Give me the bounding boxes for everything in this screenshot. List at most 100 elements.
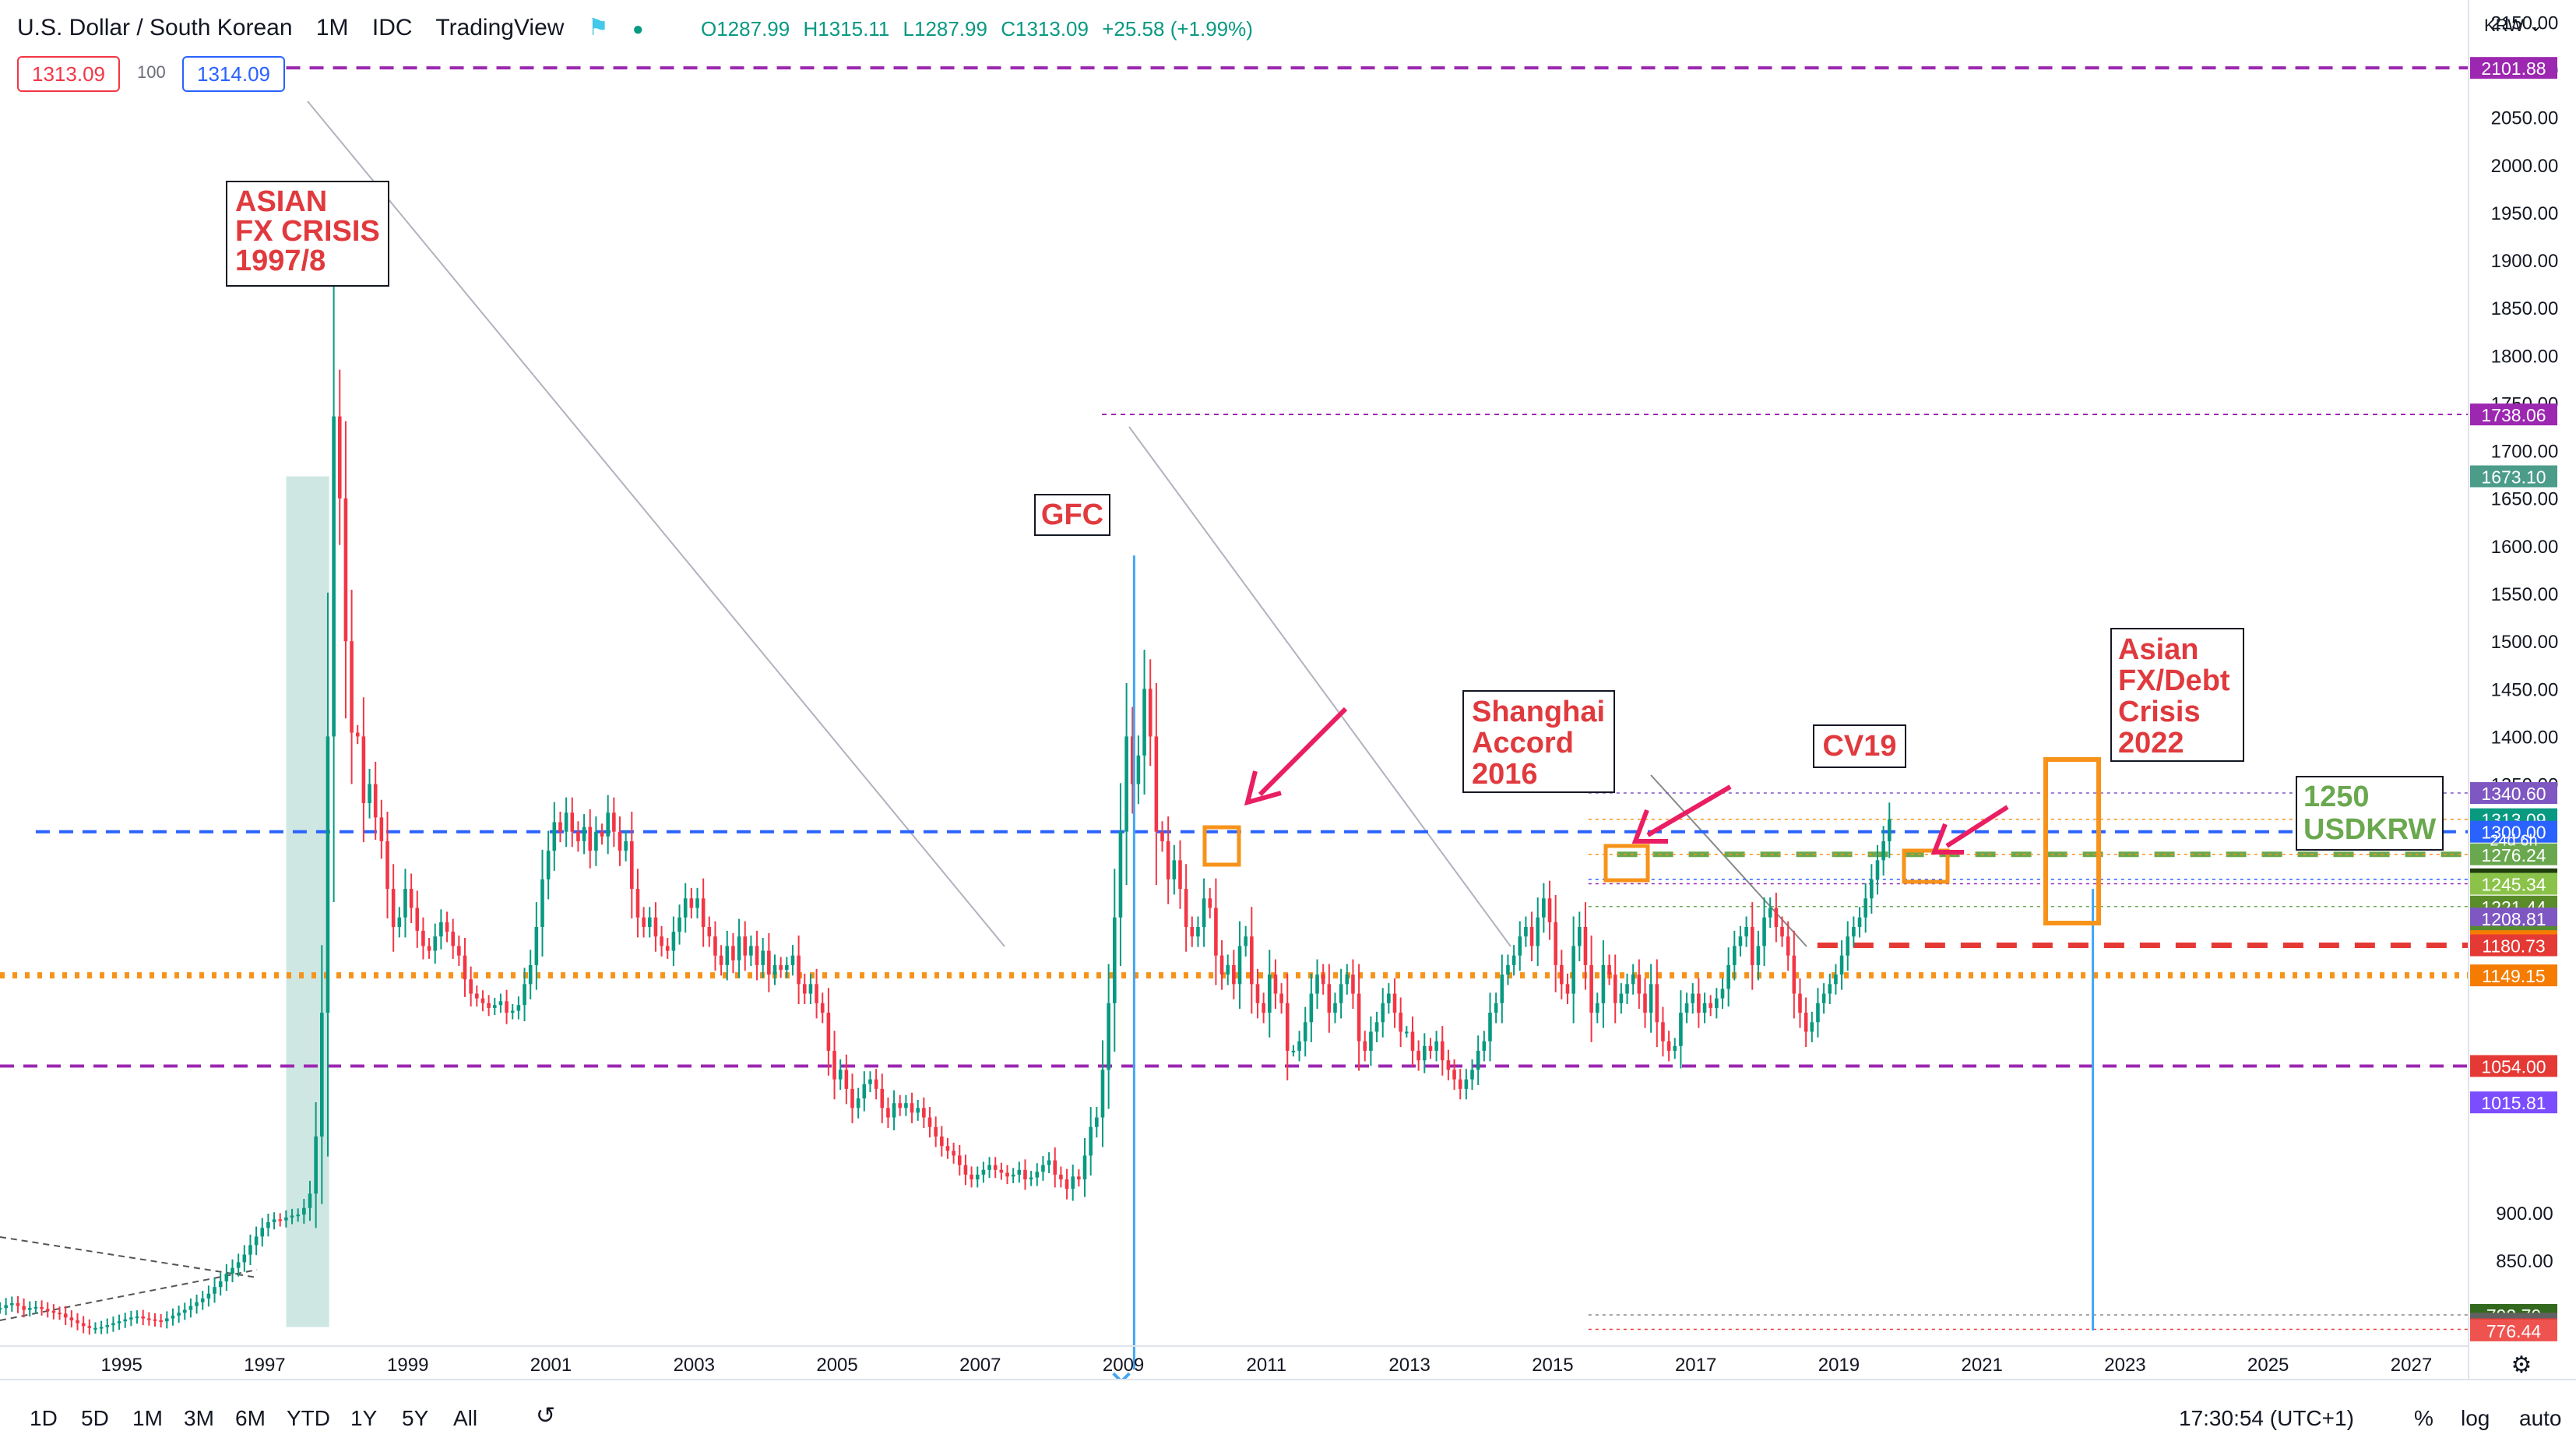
candle-body [922,1108,926,1118]
candle-body [177,1313,181,1316]
candle-body [1870,879,1874,899]
annotation-usdkrw[interactable]: 1250 USDKRW [2296,776,2444,851]
range-button-6m[interactable]: 6M [235,1406,266,1430]
candle-body [391,889,396,927]
range-button-5d[interactable]: 5D [81,1406,109,1430]
annotation-gfc[interactable]: GFC [1034,494,1110,536]
candle-body [1095,1117,1099,1127]
candle-body [904,1103,908,1108]
price-tag [2470,465,2557,488]
candle-body [284,1217,288,1221]
candle-body [445,922,449,932]
annotation-line: Accord [1472,727,1574,759]
flag-icon[interactable]: ⚑ [587,15,609,41]
candle-body [403,889,407,918]
candle-body [618,831,622,851]
candle-body [10,1302,14,1306]
candle-body [1100,1070,1105,1118]
candle-body [731,946,735,960]
candle-body [308,1193,312,1208]
buy-price-button[interactable]: 1314.09 [182,56,285,92]
candle-body [1351,974,1355,994]
candle-body [469,979,473,994]
symbol-title[interactable]: U.S. Dollar / South Korean 1M IDC Tradin… [17,14,661,41]
candle-body [677,917,681,932]
y-tick-label: 1450.00 [2491,679,2559,700]
range-button-1d[interactable]: 1D [30,1406,58,1430]
log-toggle[interactable]: log [2461,1406,2490,1430]
x-tick-label: 2001 [530,1355,572,1376]
range-button-5y[interactable]: 5Y [402,1406,429,1430]
range-button-1m[interactable]: 1M [132,1406,163,1430]
price-chart[interactable]: ✕ KRW ⌄2150.002100.002050.002000.001950.… [0,0,2576,1379]
candle-body [1279,993,1283,1003]
candle-body [1744,926,1748,937]
range-button-3m[interactable]: 3M [184,1406,214,1430]
candle-body [1381,1003,1385,1023]
candle-body [1178,860,1182,890]
candle-body [1005,1172,1009,1177]
candle-body [1500,974,1504,1003]
candle-body [1309,993,1314,1023]
range-button-1y[interactable]: 1Y [350,1406,378,1430]
candle-body [254,1236,259,1246]
interval[interactable]: 1M [315,15,349,41]
candle-body [1554,922,1557,965]
auto-toggle[interactable]: auto [2519,1406,2562,1430]
candle-body [231,1267,234,1274]
candle-body [1071,1176,1075,1189]
candle-body [940,1136,944,1147]
sell-price-button[interactable]: 1313.09 [17,56,120,92]
time-axis[interactable]: 1995 1997 1999 2001 2003 2005 2007 2009 2011 2013… [101,1352,2532,1378]
candle-body [1589,964,1593,1013]
y-tick-label: 900.00 [2496,1204,2553,1225]
x-tick-label: 2011 [1247,1355,1287,1376]
x-tick-label: 2027 [2391,1355,2432,1376]
candle-body [1691,993,1695,1003]
candle-body [576,831,580,841]
range-button-all[interactable]: All [453,1406,478,1430]
candle-body [224,1274,229,1281]
candle-body [534,926,539,965]
x-tick-label: 2025 [2247,1355,2289,1376]
candle-body [1619,993,1624,1003]
percent-toggle[interactable]: % [2414,1406,2433,1430]
candle-body [1733,946,1737,965]
candle-body [343,498,348,642]
price-tag-label: 1276.24 [2481,845,2546,865]
goto-date-icon[interactable]: ↺ [536,1403,556,1429]
candle-body [927,1117,932,1127]
candle-body [135,1316,139,1319]
candle-body [1649,984,1653,1013]
range-button-ytd[interactable]: YTD [287,1406,330,1430]
candle-body [4,1305,8,1309]
annotation-shanghai[interactable]: Shanghai Accord 2016 [1462,690,1615,793]
annotation-line: 1997/8 [235,245,326,277]
candle-body [963,1165,968,1175]
candle-body [1399,1013,1402,1032]
zone-rect [286,476,329,1327]
candle-body [1881,841,1885,861]
arrow-icon [1945,805,2009,848]
candle-body [439,922,443,937]
x-tick-label: 2019 [1818,1355,1860,1376]
candle-body [1029,1177,1033,1180]
candle-body [105,1325,110,1327]
symbol-name[interactable]: U.S. Dollar / South Korean [17,15,293,41]
annotations: ✕ [1108,707,2101,1379]
price-tag [2470,934,2557,957]
price-axis[interactable]: KRW ⌄2150.002100.002050.002000.001950.00… [0,0,2558,1379]
candle-body [33,1306,38,1309]
candle-body [1726,964,1730,989]
candle-body [755,946,759,965]
annotation-asian-crisis[interactable]: ASIAN FX CRISIS 1997/8 [226,181,389,287]
candle-body [761,950,765,965]
annotation-cv19[interactable]: CV19 [1813,724,1906,768]
candle-body [242,1254,247,1263]
candle-body [40,1306,44,1309]
candle-body [1387,993,1391,1003]
annotation-line: Shanghai [1472,696,1606,728]
price-tag [2470,57,2557,79]
x-tick-label: 2023 [2104,1355,2145,1376]
annotation-asian-2022[interactable]: Asian FX/Debt Crisis 2022 [2110,628,2244,762]
